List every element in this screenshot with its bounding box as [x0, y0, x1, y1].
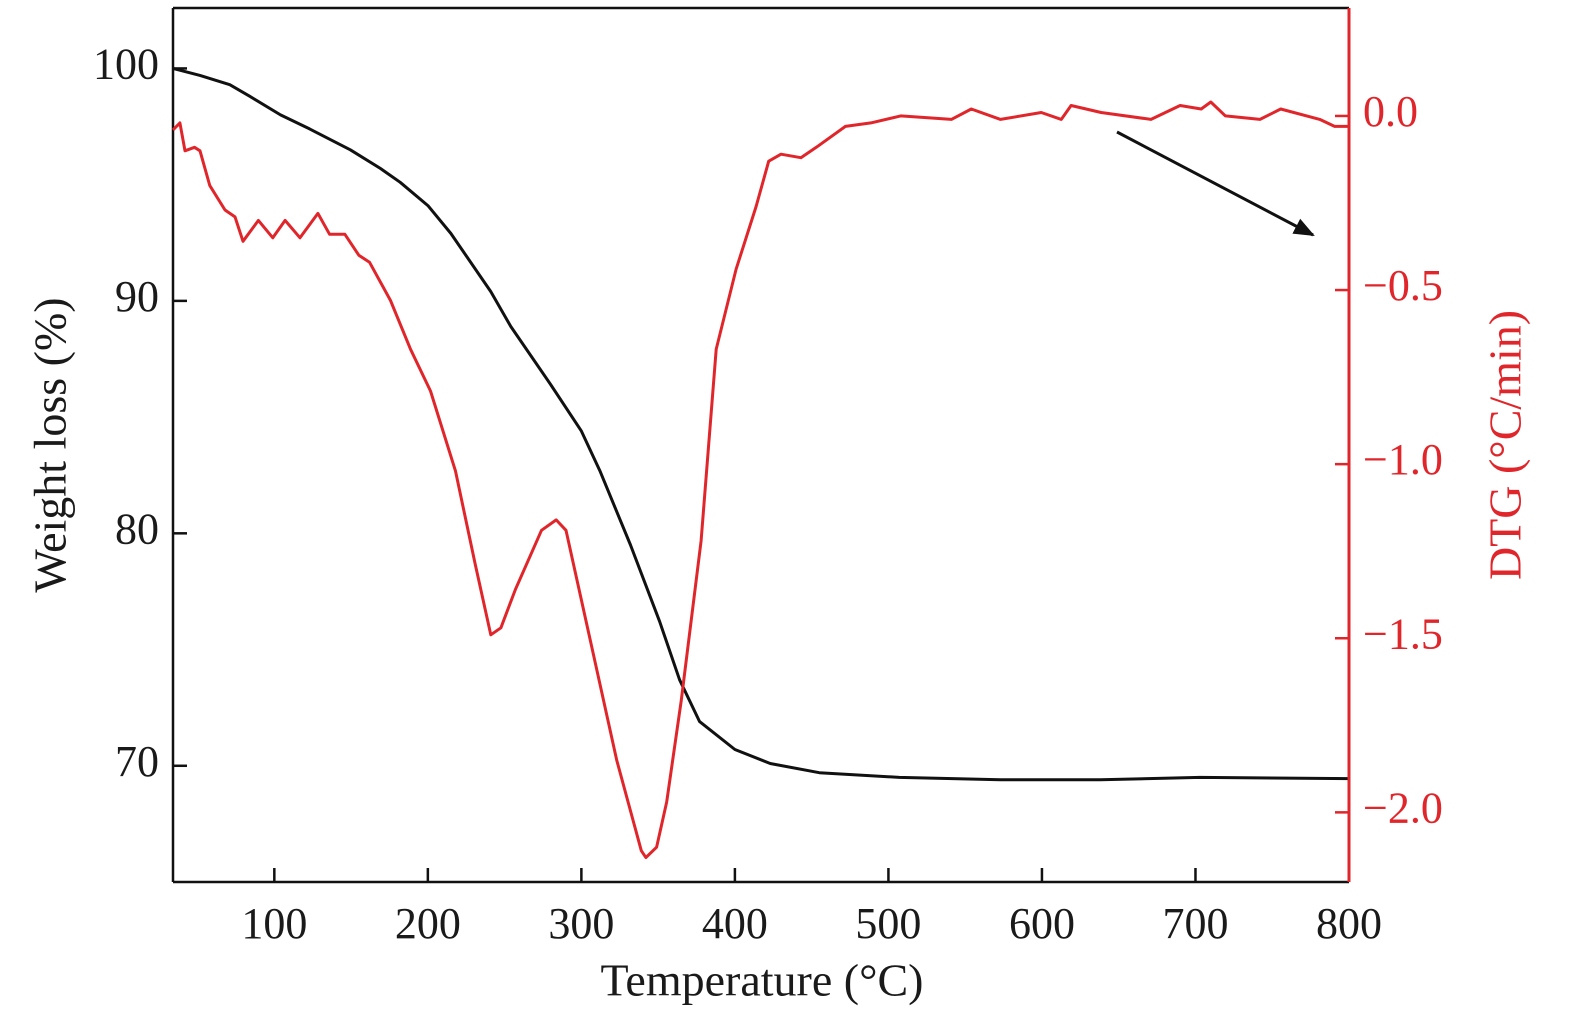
y2-tick-label: −2.0	[1363, 783, 1443, 832]
y2-tick-label: −1.5	[1363, 609, 1443, 658]
y2-tick-label: 0.0	[1363, 87, 1418, 136]
x-tick-label: 800	[1316, 899, 1382, 948]
data-line	[172, 66, 1350, 782]
y-tick-label: 80	[115, 504, 159, 553]
y-tick-label: 90	[115, 272, 159, 321]
x-axis-label: Temperature (°C)	[601, 955, 924, 1006]
x-tick-label: 100	[241, 899, 307, 948]
y-tick-label: 70	[115, 737, 159, 786]
x-tick-label: 600	[1009, 899, 1075, 948]
x-tick-label: 200	[395, 899, 461, 948]
x-tick-label: 400	[702, 899, 768, 948]
x-tick-label: 300	[548, 899, 614, 948]
x-tick-label: 700	[1162, 899, 1228, 948]
data-line	[171, 100, 1349, 860]
annotation-arrow	[1116, 130, 1315, 237]
y-tick-label: 100	[93, 40, 159, 89]
y2-axis-label: DTG (°C/min)	[1480, 310, 1531, 580]
y2-tick-label: −0.5	[1363, 261, 1443, 310]
x-tick-label: 500	[855, 899, 921, 948]
y2-tick-label: −1.0	[1363, 435, 1443, 484]
y-axis-label: Weight loss (%)	[25, 297, 76, 592]
